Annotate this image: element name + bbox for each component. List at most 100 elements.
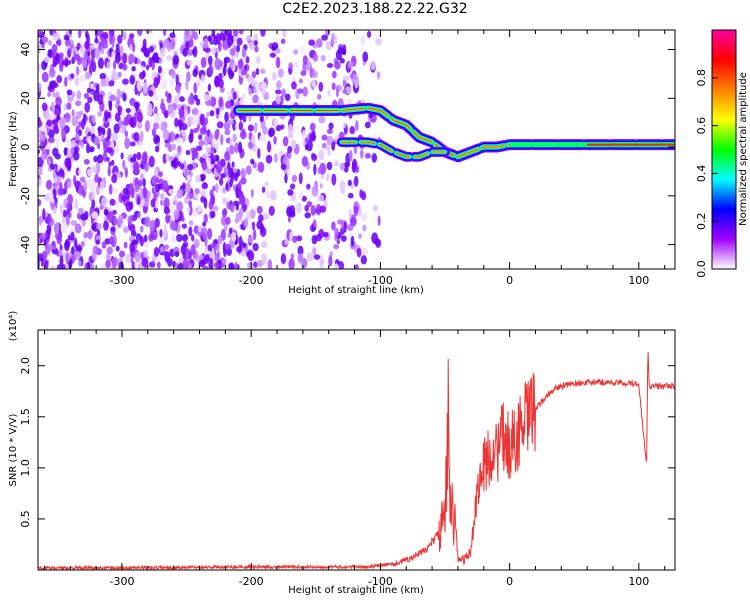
spectrogram-noise-blob	[127, 215, 133, 226]
spectrogram-noise-blob	[268, 205, 275, 216]
spectrogram-noise-blob	[277, 68, 284, 78]
spectrogram-noise-blob	[252, 228, 257, 241]
spectrogram-noise-blob	[326, 135, 334, 146]
spectrogram-noise-blob	[331, 173, 337, 186]
spectrogram-noise-blob	[342, 75, 350, 81]
spectrogram-noise-blob	[115, 145, 120, 156]
spectrogram-noise-blob	[203, 93, 210, 102]
spectrogram-noise-blob	[41, 250, 48, 261]
spectrogram-noise-blob	[106, 246, 113, 255]
spectrogram-noise-blob	[105, 259, 111, 269]
spectrogram-noise-blob	[297, 253, 304, 264]
spectrogram-noise-blob	[48, 39, 52, 46]
spectrogram-noise-blob	[325, 143, 331, 151]
spectrogram-noise-blob	[218, 177, 224, 186]
spectrogram-noise-blob	[171, 233, 177, 243]
spectrogram-noise-blob	[95, 84, 100, 93]
spectrogram-noise-blob	[207, 83, 212, 92]
spectrogram-noise-blob	[80, 45, 85, 57]
spectrogram-noise-blob	[175, 233, 183, 242]
spectrogram-noise-blob	[154, 183, 161, 193]
spectrogram-noise-blob	[342, 79, 347, 88]
spectrogram-noise-blob	[156, 261, 161, 269]
spectrogram-noise-blob	[136, 80, 143, 92]
spectrogram-noise-blob	[138, 71, 146, 80]
colorbar-gradient	[711, 29, 737, 270]
spectrogram-noise-blob	[153, 52, 159, 59]
spectrogram-noise-blob	[231, 161, 235, 168]
spectrogram-noise-blob	[65, 215, 70, 225]
spectrogram-noise-blob	[48, 129, 55, 139]
spectrogram-noise-blob	[325, 173, 330, 182]
spectrogram-noise-blob	[347, 179, 352, 187]
spectrogram-noise-blob	[169, 32, 176, 39]
spectrogram-noise-blob	[186, 174, 192, 181]
spectrogram-noise-blob	[164, 142, 172, 148]
spectrogram-noise-blob	[137, 122, 143, 129]
spectrogram-noise-blob	[48, 80, 55, 90]
spectrogram-noise-blob	[179, 108, 184, 119]
spectrogram-noise-blob	[59, 182, 63, 193]
spectrogram-noise-blob	[319, 258, 325, 265]
spectrogram-noise-blob	[286, 168, 291, 178]
spectrogram-noise-blob	[173, 95, 179, 105]
spectrogram-noise-blob	[323, 199, 328, 208]
spectrogram-noise-blob	[236, 246, 243, 253]
spectrogram-noise-blob	[348, 149, 353, 162]
spectrogram-noise-blob	[227, 34, 234, 47]
spectrogram-noise-blob	[301, 129, 307, 141]
spectrogram-noise-blob	[237, 59, 243, 69]
spectrogram-noise-blob	[278, 151, 284, 157]
spectrogram-noise-blob	[53, 206, 57, 215]
spectrogram-noise-blob	[158, 58, 163, 64]
spectrogram-noise-blob	[103, 208, 109, 216]
spectrogram-noise-blob	[100, 47, 105, 55]
snr-panel: -300 -200 -100 0 100 0.5 1.0 1.5 2.0 Height of s…	[8, 311, 676, 596]
spectrogram-noise-blob	[49, 163, 55, 170]
spectrogram-noise-blob	[196, 205, 203, 213]
spectrogram-noise-blob	[319, 183, 323, 189]
spectrogram-noise-blob	[93, 136, 100, 146]
spectrogram-noise-blob	[273, 135, 277, 145]
spectrogram-noise-blob	[64, 112, 71, 123]
spectrogram-noise-blob	[79, 176, 86, 183]
spectrogram-noise-blob	[38, 198, 42, 207]
spectrogram-noise-blob	[170, 204, 175, 215]
spectrogram-noise-blob	[275, 48, 281, 54]
spectrogram-noise-blob	[66, 181, 72, 188]
spectrogram-noise-blob	[343, 221, 347, 233]
spectrogram-noise-blob	[292, 235, 298, 243]
spectrogram-noise-blob	[214, 75, 220, 87]
spectrogram-noise-blob	[135, 101, 139, 112]
spectrogram-noise-blob	[287, 215, 291, 223]
spectrogram-noise-blob	[116, 88, 122, 101]
spectrogram-noise-blob	[213, 261, 221, 269]
spectrogram-noise-blob	[284, 238, 289, 245]
spectrogram-noise-blob	[184, 248, 192, 261]
spectrogram-noise-blob	[88, 192, 93, 202]
spectrogram-noise-blob	[288, 62, 294, 69]
spectrogram-noise-blob	[339, 180, 346, 191]
colorbar-ticks: 0.0 0.2 0.4 0.6 0.8	[695, 69, 718, 278]
spectrogram-noise-blob	[224, 111, 229, 123]
spectrogram-noise-blob	[227, 119, 234, 125]
spectrogram-noise-blob	[182, 182, 186, 190]
spectrogram-noise-blob	[199, 173, 206, 182]
spectrogram-noise-blob	[252, 242, 259, 252]
spectrogram-noise-blob	[304, 204, 310, 212]
spectrogram-noise-blob	[273, 153, 278, 163]
spectrogram-noise-blob	[97, 127, 102, 137]
spectrogram-noise-blob	[63, 34, 70, 41]
spectrogram-noise-blob	[110, 226, 116, 232]
spectrogram-noise-blob	[238, 207, 244, 218]
spectrogram-noise-blob	[225, 100, 232, 109]
spectrogram-noise-blob	[120, 223, 125, 231]
spectrogram-noise-blob	[154, 145, 160, 153]
spectrogram-noise-blob	[89, 146, 95, 153]
spectrogram-noise-blob	[331, 141, 336, 151]
spectrogram-noise-blob	[334, 36, 338, 45]
spectrogram-noise-blob	[244, 217, 249, 229]
spectrogram-noise-blob	[186, 49, 194, 56]
spectrogram-x-tick-label: 0	[506, 274, 513, 287]
spectrogram-noise-blob	[245, 35, 251, 42]
